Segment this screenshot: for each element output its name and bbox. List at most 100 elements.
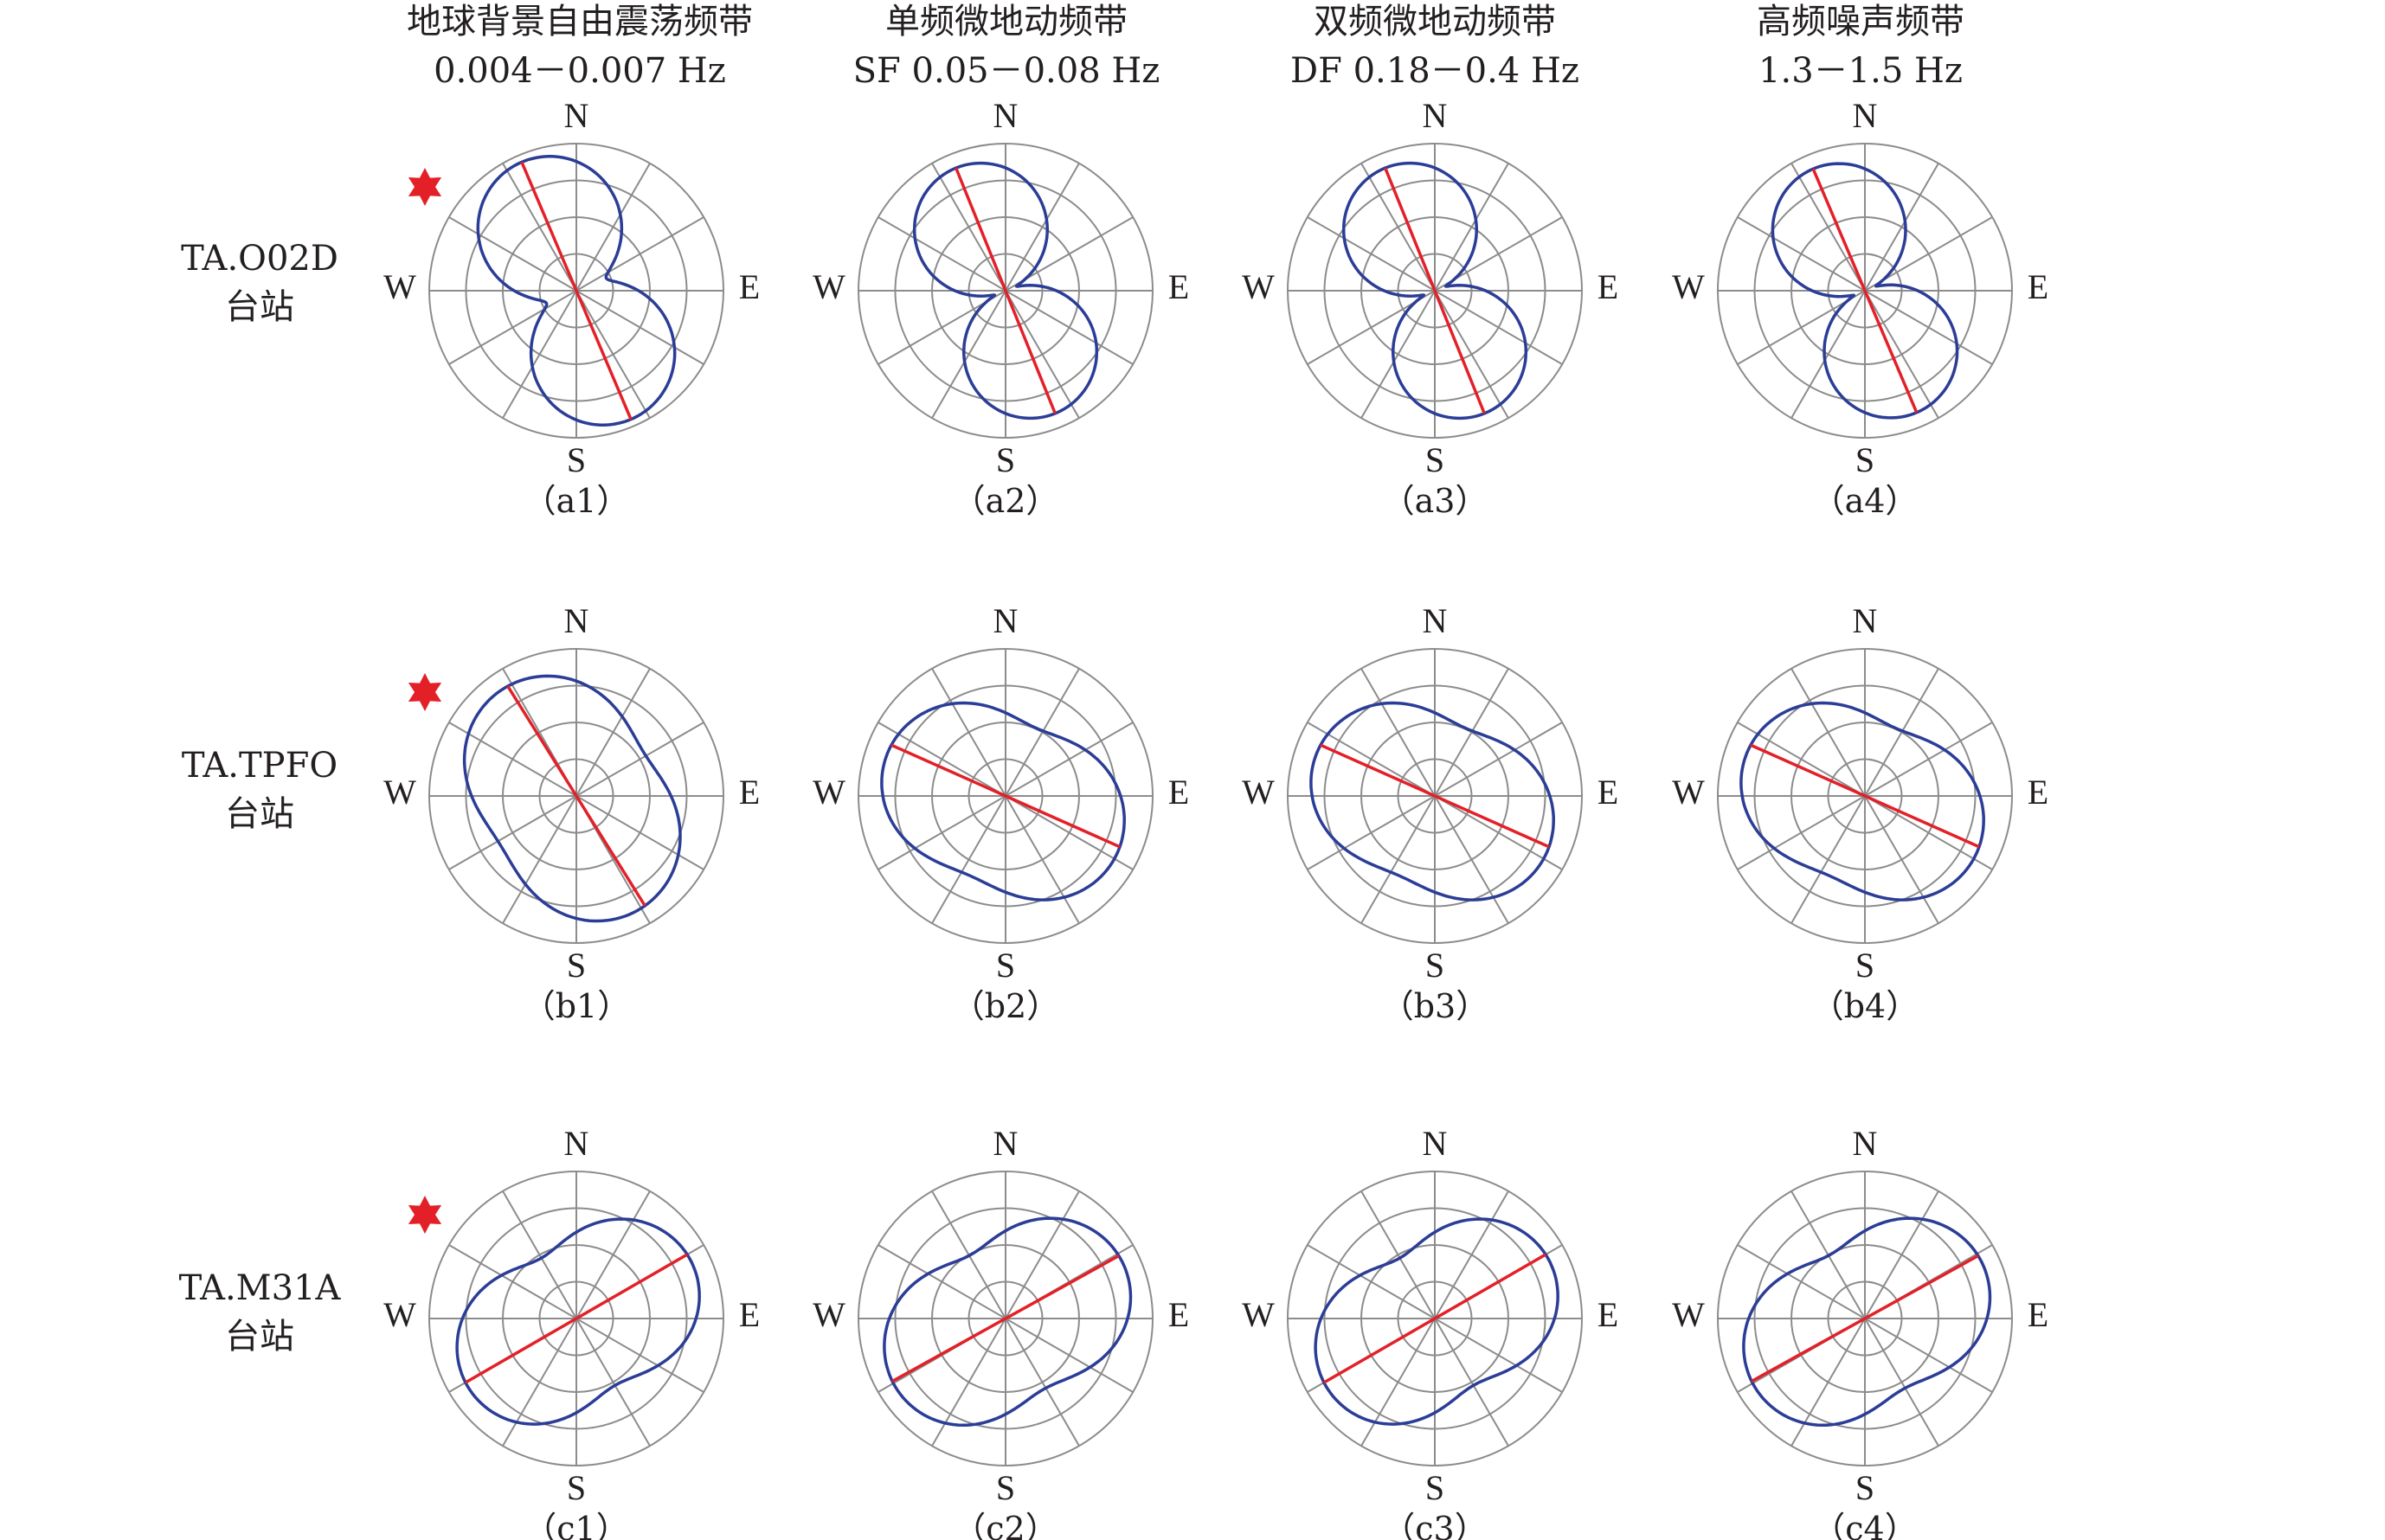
grid-spoke — [1005, 290, 1134, 365]
grid-spoke — [575, 290, 704, 365]
direction-label-n: N — [1423, 601, 1448, 640]
direction-label-w: W — [1242, 1295, 1275, 1334]
direction-label-e: E — [1168, 267, 1189, 306]
grid-spoke — [575, 795, 704, 870]
panel-label: （c1） — [524, 1510, 628, 1540]
grid-spoke — [502, 290, 577, 419]
grid-spoke — [931, 795, 1006, 924]
grid-spoke — [1434, 1318, 1509, 1447]
dominant-azimuth-line — [465, 1253, 688, 1384]
direction-label-s: S — [996, 946, 1015, 985]
direction-label-e: E — [2028, 773, 2048, 812]
grid-spoke — [448, 216, 577, 292]
grid-spoke — [1790, 795, 1866, 924]
row-header-3: TA.M31A 台站 — [179, 1268, 342, 1357]
dominant-azimuth-line — [506, 685, 646, 907]
grid-spoke — [1307, 1244, 1436, 1319]
grid-spoke — [1360, 290, 1436, 419]
column-header-2: 单频微地动频带 SF 0.05－0.08 Hz — [853, 2, 1160, 91]
grid-spoke — [502, 795, 577, 924]
grid-spoke — [1864, 163, 1939, 292]
direction-label-w: W — [383, 1295, 416, 1334]
direction-label-w: W — [383, 773, 416, 812]
dominant-azimuth-line — [1323, 1253, 1546, 1384]
grid-spoke — [931, 163, 1006, 292]
grid-spoke — [1434, 290, 1509, 419]
polar-panel-4: N S E W （a4） — [1672, 96, 2048, 520]
grid-spoke — [1864, 290, 1939, 419]
direction-label-e: E — [1598, 1295, 1618, 1334]
polar-panel-8: N S E W （b4） — [1672, 601, 2048, 1025]
row-header-3-station: TA.M31A — [179, 1268, 342, 1308]
panel-label: （a1） — [524, 482, 630, 520]
grid-spoke — [448, 1244, 577, 1319]
grid-spoke — [575, 1190, 651, 1319]
grid-spoke — [1307, 795, 1436, 870]
direction-label-w: W — [1672, 1295, 1705, 1334]
row-header-3-label: 台站 — [225, 1317, 294, 1357]
grid-spoke — [1360, 1190, 1436, 1319]
polar-panel-1: N S E W （a1） — [383, 96, 760, 520]
direction-label-n: N — [1853, 1124, 1878, 1163]
direction-label-e: E — [1598, 267, 1618, 306]
dominant-azimuth-line — [1320, 743, 1550, 849]
dominant-azimuth-line — [1384, 167, 1486, 414]
row-header-2-station: TA.TPFO — [182, 746, 338, 786]
row-header-1: TA.O02D 台站 — [181, 239, 338, 327]
polarization-petal — [1771, 162, 1959, 420]
dominant-azimuth-line — [890, 743, 1121, 849]
grid-spoke — [1737, 216, 1866, 292]
direction-label-s: S — [567, 946, 586, 985]
grid-spoke — [1864, 795, 1993, 870]
grid-spoke — [1005, 290, 1080, 419]
polar-panel-2: N S E W （a2） — [813, 96, 1189, 520]
column-header-2-title: 单频微地动频带 — [885, 2, 1128, 42]
grid-spoke — [1360, 668, 1436, 797]
panel-label: （c4） — [1812, 1510, 1917, 1540]
dominant-azimuth-line — [520, 161, 633, 420]
direction-label-e: E — [2028, 267, 2048, 306]
column-header-3-title: 双频微地动频带 — [1314, 2, 1556, 42]
column-header-1-title: 地球背景自由震荡频带 — [407, 2, 753, 42]
direction-label-w: W — [1672, 267, 1705, 306]
grid-spoke — [878, 216, 1006, 292]
direction-label-e: E — [1168, 1295, 1189, 1334]
grid-spoke — [575, 216, 704, 292]
polarization-petal — [1742, 1216, 1992, 1428]
polar-panel-9: N S E W （c1） — [383, 1124, 760, 1540]
grid-spoke — [1360, 1318, 1436, 1447]
direction-label-s: S — [1425, 946, 1444, 985]
grid-spoke — [502, 1190, 577, 1319]
grid-spoke — [1864, 795, 1939, 924]
direction-label-e: E — [1598, 773, 1618, 812]
grid-spoke — [878, 795, 1006, 870]
grid-spoke — [1360, 795, 1436, 924]
panel-label: （b1） — [523, 987, 631, 1025]
direction-label-e: E — [739, 267, 760, 306]
polar-panel-11: N S E W （c3） — [1242, 1124, 1618, 1540]
grid-spoke — [575, 163, 651, 292]
grid-spoke — [1005, 795, 1080, 924]
direction-label-e: E — [739, 1295, 760, 1334]
grid-spoke — [1005, 1318, 1134, 1393]
column-header-3-band: DF 0.18－0.4 Hz — [1290, 51, 1579, 91]
direction-label-s: S — [1855, 946, 1874, 985]
grid-spoke — [1737, 795, 1866, 870]
grid-spoke — [1737, 1244, 1866, 1319]
panel-label: （a2） — [953, 482, 1059, 520]
polar-panel-7: N S E W （b3） — [1242, 601, 1618, 1025]
grid-spoke — [1434, 290, 1563, 365]
grid-spoke — [1005, 1318, 1080, 1447]
direction-label-n: N — [1853, 601, 1878, 640]
direction-label-s: S — [567, 1468, 586, 1507]
grid-spoke — [1790, 1318, 1866, 1447]
column-header-1: 地球背景自由震荡频带 0.004－0.007 Hz — [407, 2, 753, 91]
column-header-4-title: 高频噪声频带 — [1757, 2, 1964, 42]
grid-spoke — [448, 722, 577, 797]
grid-spoke — [1864, 290, 1993, 365]
direction-label-s: S — [996, 440, 1015, 479]
column-header-4: 高频噪声频带 1.3－1.5 Hz — [1757, 2, 1964, 91]
polar-panel-3: N S E W （a3） — [1242, 96, 1618, 520]
direction-label-w: W — [383, 267, 416, 306]
direction-label-n: N — [564, 1124, 589, 1163]
